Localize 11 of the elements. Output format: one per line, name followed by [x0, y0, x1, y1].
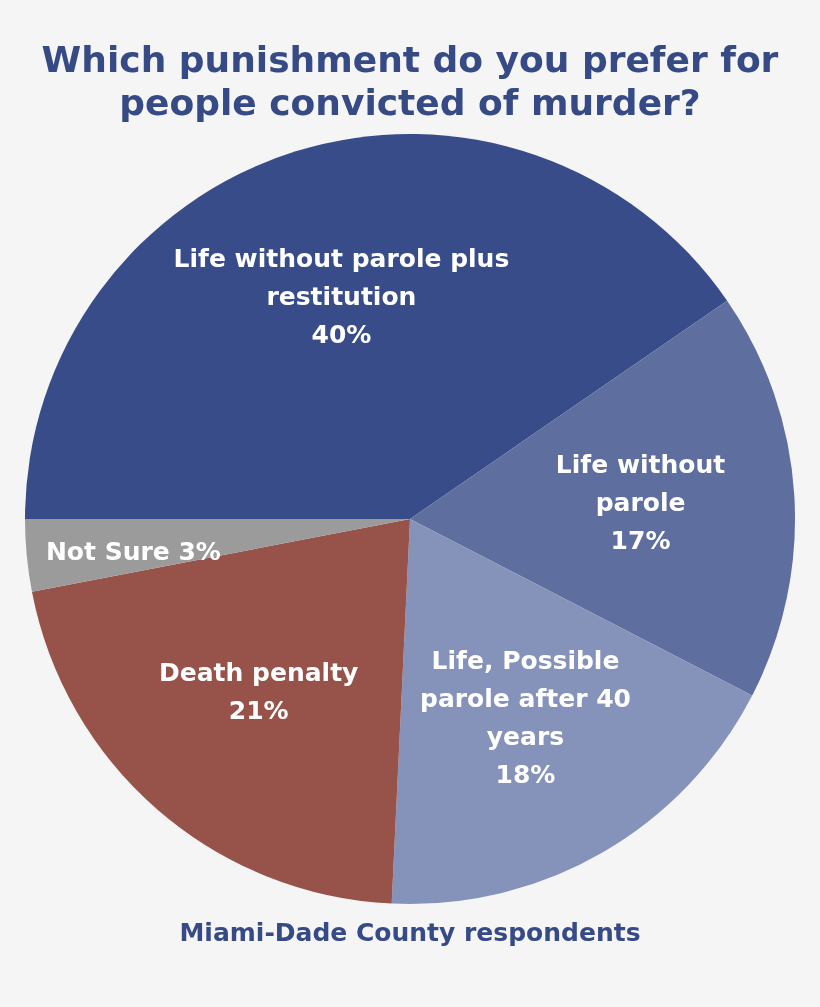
- slice-label: Life without parole: [555, 450, 726, 518]
- slice-label: Not Sure 3%: [45, 537, 221, 567]
- data-label: 17%: [610, 526, 671, 556]
- data-label: 18%: [495, 759, 556, 789]
- data-label: 40%: [311, 320, 372, 350]
- slice-label: Death penalty: [159, 658, 359, 688]
- slice-label: Life without parole plus restitution: [173, 244, 510, 312]
- text: Miami-Dade County respondents: [178, 918, 642, 948]
- slice-label: Life, Possible parole after 40 years: [420, 645, 631, 751]
- data-label: 21%: [228, 696, 289, 726]
- chart-title: Which punishment do you prefer for people convicted of murder?: [40, 38, 780, 125]
